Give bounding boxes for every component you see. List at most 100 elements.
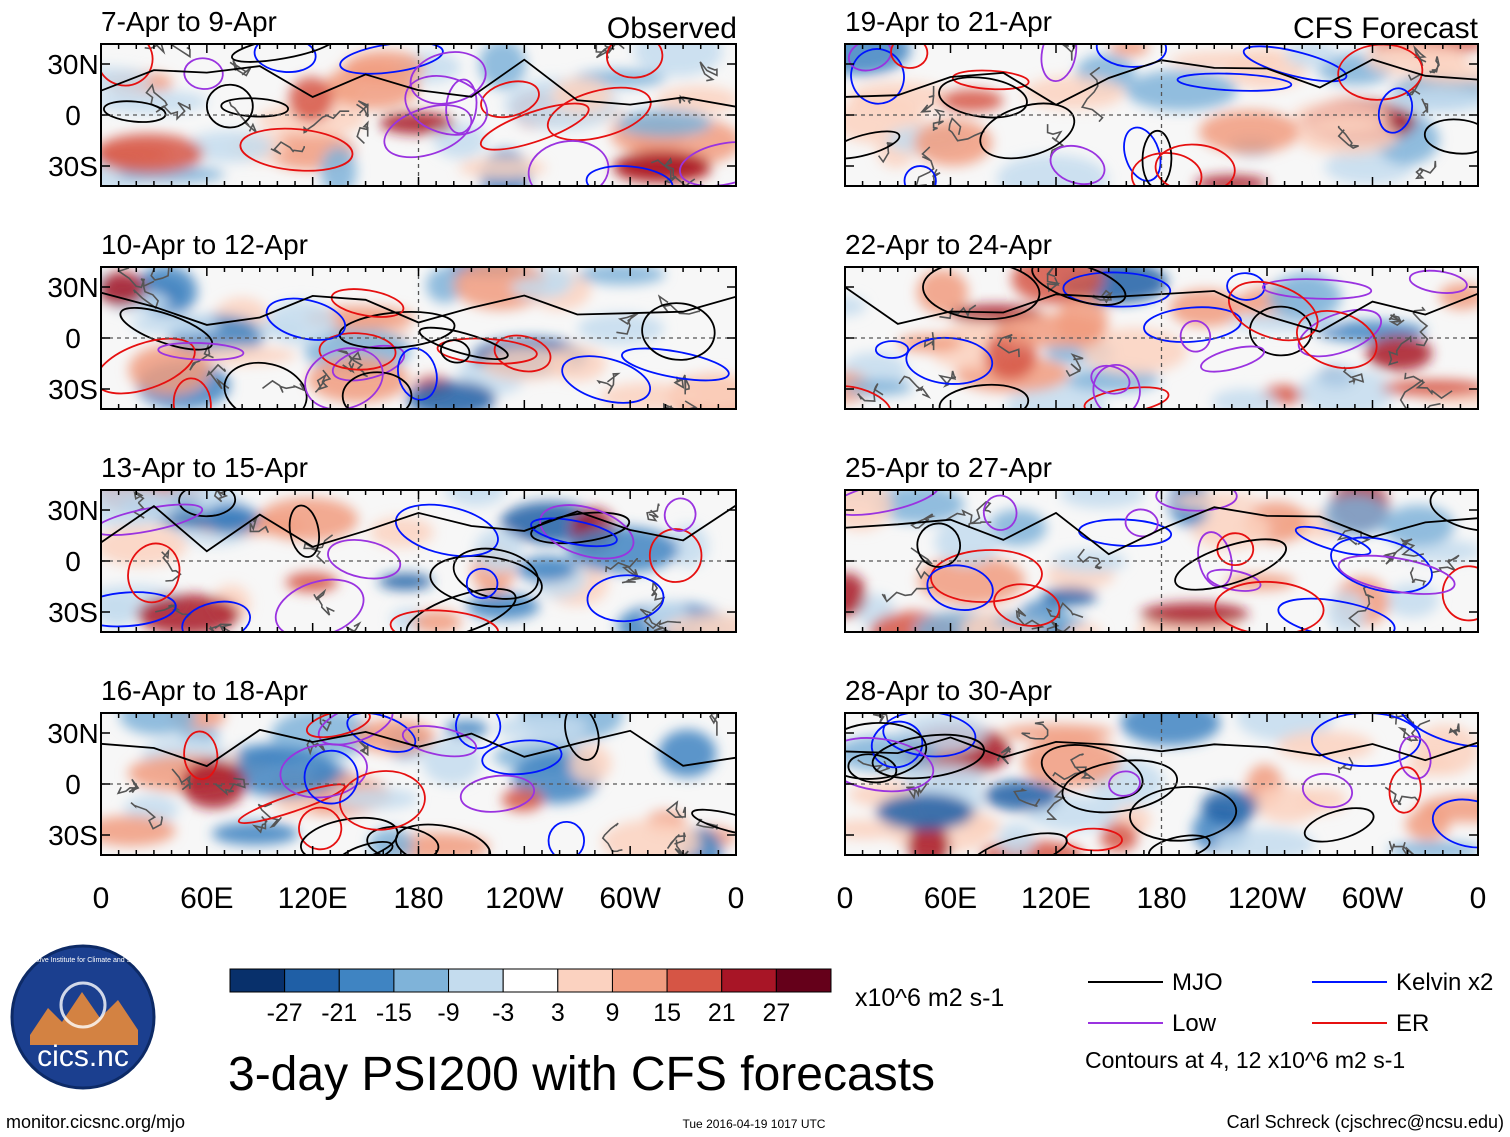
colorbar-label: -9 [437,999,459,1027]
contours [845,490,1478,632]
panel-field [845,267,1478,409]
contour-line [979,102,1076,160]
anomaly-blob [1041,587,1098,606]
contour-line [404,75,488,136]
anomaly-blob [370,516,434,548]
contour-line [903,165,937,186]
contour-line [890,44,929,69]
anomaly-blob [1412,724,1478,776]
coastline-path [601,800,686,853]
contour-line [1179,320,1212,353]
coastline-path [208,490,270,632]
anomaly-blob [288,76,334,123]
contour-line [938,383,1030,409]
panels-group: 7-Apr to 9-Apr 30N 0 30S 10-Apr to 12-Apr30N… [47,6,1479,856]
contour-line [205,83,254,129]
colorbar-swatch [775,968,832,993]
contour-line [922,267,1041,320]
y-tick-label: 30S [48,597,98,628]
mjo-contour [845,506,1478,556]
contour-line [530,511,631,545]
footer-timestamp: Tue 2016-04-19 1017 UTC [683,1117,826,1131]
anomaly-blob [916,269,969,315]
contours [845,713,1478,855]
anomaly-blob [1057,296,1108,348]
contour-line [346,713,417,753]
anomaly-field [845,44,1478,186]
panel-field [101,490,736,632]
contour-line [480,80,540,119]
y-tick-label: 30N [47,495,98,526]
coastline-path [117,267,171,310]
colorbar-swatch [666,968,723,993]
anomaly-blob [681,372,736,409]
contour-line [1337,554,1456,595]
contour-line [418,326,509,361]
contour-line [101,591,177,628]
anomaly-blob [616,109,712,138]
contour-line [394,503,499,557]
colorbar-swatch [502,968,559,993]
y-tick-label: 0 [65,323,81,354]
anomaly-blob [1198,110,1301,154]
contour-note: Contours at 4, 12 x10^6 m2 s-1 [1085,1047,1405,1073]
contour-line [561,355,652,404]
anomaly-blob [422,737,482,785]
anomaly-blob [1060,490,1145,509]
anomaly-blob [1100,822,1138,852]
colorbar-swatch [611,968,668,993]
contour-line [327,539,402,580]
colorbar-swatch [721,968,777,993]
panel-period-label: 7-Apr to 9-Apr [101,6,277,37]
map-panel: 25-Apr to 27-Apr [844,452,1479,633]
contour-line [178,490,237,518]
chart-title: 3-day PSI200 with CFS forecasts [228,1048,935,1101]
contour-line [1061,759,1179,814]
contour-line [1143,306,1243,343]
contour-line [479,102,590,151]
contour-line [1174,538,1287,591]
anomaly-blob [1386,86,1478,113]
contour-line [1330,536,1433,594]
x-tick-label: 120E [1021,882,1091,915]
x-tick-label: 0 [1470,882,1487,915]
anomaly-blob [1439,283,1478,310]
contour-line [1227,280,1319,342]
contour-line [1083,386,1170,409]
panel-period-label: 13-Apr to 15-Apr [101,452,308,483]
anomaly-blob [1120,713,1221,746]
anomaly-blob [907,823,950,855]
anomaly-blob [873,490,965,524]
anomaly-blob [458,157,547,179]
panel-period-label: 25-Apr to 27-Apr [845,452,1052,483]
contour-line [993,583,1061,627]
anomaly-blob [845,296,866,317]
anomaly-blob [1382,505,1455,547]
contour-line [1277,597,1396,632]
x-tick-label: 0 [93,882,110,915]
anomaly-blob [510,277,570,299]
contour-line [101,503,204,536]
contour-line [1124,508,1159,538]
coastline-path [881,513,936,603]
anomaly-blob [185,130,275,163]
anomaly-blob [1140,602,1249,626]
colorbar-label: -27 [267,999,303,1027]
contour-line [845,130,901,160]
anomaly-blob [569,744,612,783]
contours [101,44,736,186]
footer-site: monitor.cicsnc.org/mjo [6,1112,185,1132]
anomaly-blob [516,556,577,582]
anomaly-blob [231,747,340,798]
anomaly-blob [668,524,709,567]
y-tick-label: 0 [65,546,81,577]
anomaly-blob [406,380,496,409]
contour-line [127,542,181,604]
contour-line [1214,580,1325,632]
contour-line [845,490,940,516]
x-tick-label: 60E [924,882,977,915]
panel-ticks [844,490,1479,632]
anomaly-blob [1125,70,1238,111]
